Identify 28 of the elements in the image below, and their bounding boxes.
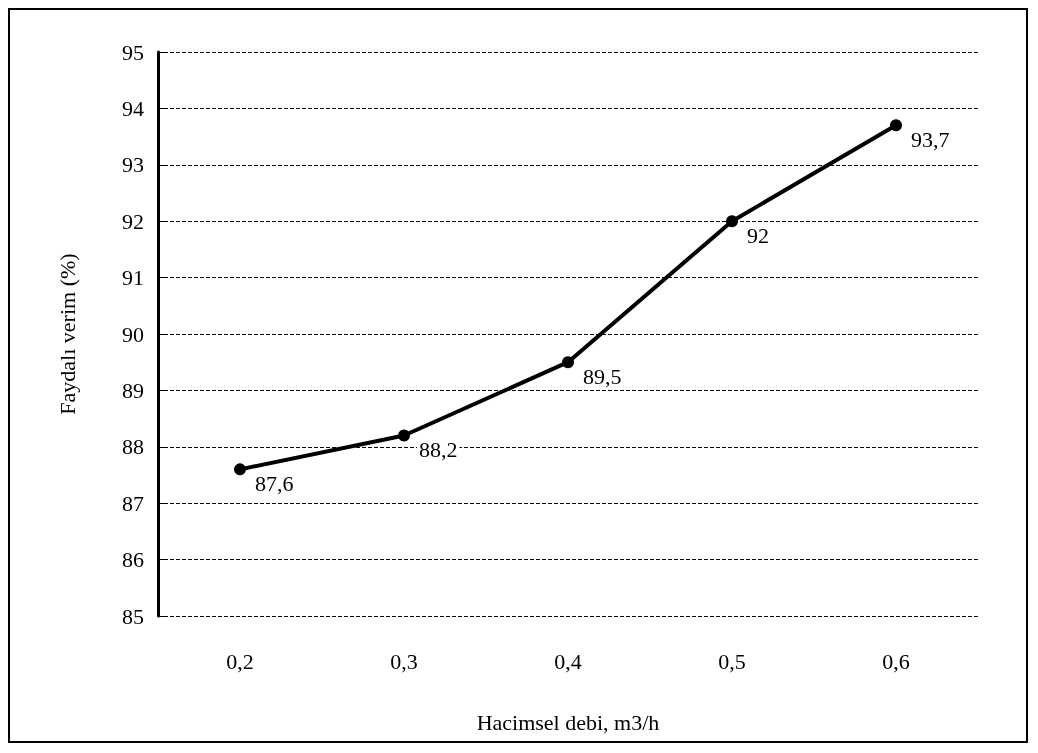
x-axis-title: Hacimsel debi, m3/h [476,709,660,735]
y-tick-label: 86 [122,547,144,573]
point [726,215,738,228]
x-tick-label: 0,4 [554,648,582,674]
y-tick-label: 91 [122,265,144,291]
point [562,356,574,369]
x-tick-label: 0,6 [882,648,910,674]
data-label: 88,2 [419,437,458,463]
y-tick-label: 88 [122,434,144,460]
y-tick-label: 87 [122,490,144,516]
data-label: 89,5 [583,363,622,389]
data-label: 93,7 [911,126,950,152]
y-axis-title: Faydalı verim (%) [54,253,80,415]
x-tick-label: 0,2 [226,648,254,674]
y-tick-label: 90 [122,321,144,347]
data-label: 87,6 [255,470,294,496]
y-tick-label: 93 [122,152,144,178]
y-tick-label: 85 [122,603,144,629]
y-tick-label: 89 [122,377,144,403]
y-tick-label: 92 [122,208,144,234]
x-tick-label: 0,3 [390,648,418,674]
point [234,463,246,476]
point [398,429,410,442]
data-label: 92 [747,222,769,248]
point [890,119,902,132]
x-tick-label: 0,5 [718,648,746,674]
y-tick-label: 95 [122,39,144,65]
y-tick-label: 94 [122,95,144,121]
